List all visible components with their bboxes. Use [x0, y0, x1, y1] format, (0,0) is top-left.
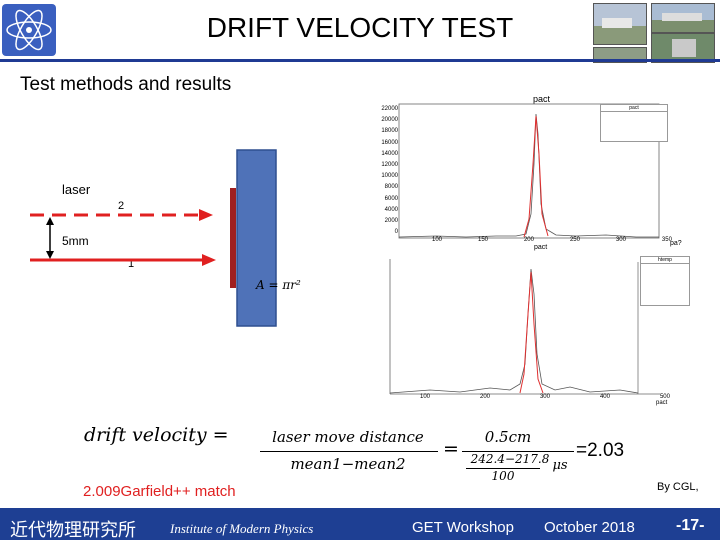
slide-title: DRIFT VELOCITY TEST	[206, 12, 514, 43]
campus-photo-1	[593, 3, 647, 45]
detector-block	[236, 149, 277, 327]
footer-workshop: GET Workshop	[412, 519, 514, 536]
top-hist-stat-box: pact	[600, 104, 668, 142]
detector-edge	[230, 188, 236, 288]
campus-photo-4	[651, 33, 715, 63]
laser-label: laser	[62, 182, 91, 197]
beam-1-label: 1	[128, 258, 135, 270]
formula-fraction-line-1	[260, 451, 438, 452]
author-credit: By CGL,	[657, 481, 699, 493]
garfield-note: 2.009Garfield++ match	[83, 483, 236, 500]
bottom-histogram: 100 200 300 400 500 pact htemp	[370, 254, 690, 409]
footer-institute-cn: 近代物理研究所	[10, 520, 136, 541]
top-hist-xlabel: pact	[534, 244, 548, 251]
laser-diagram	[30, 149, 277, 327]
distance-label: 5mm	[62, 234, 89, 248]
top-hist-y-ticks: 22000 20000 18000 16000 14000 12000 10000 8000 6…	[381, 106, 398, 236]
formula-numerator-2: 0.5cm	[484, 428, 532, 446]
top-hist-title: pact	[533, 94, 551, 104]
distance-arrowhead-top	[46, 217, 54, 225]
bottom-hist-x-ticks: 100 200 300 400 500	[420, 394, 670, 400]
formula-numerator-1: laser move distance	[272, 428, 424, 446]
distance-arrowhead-bottom	[46, 251, 54, 259]
area-formula: A = πr²	[256, 278, 301, 292]
formula-fraction-line-3	[466, 468, 540, 469]
footer-date: October 2018	[544, 519, 635, 536]
title-divider	[0, 59, 720, 62]
formula-den2-denominator: 100	[491, 469, 515, 483]
formula-result: =2.03	[576, 440, 625, 461]
beam-1-arrowhead	[202, 254, 216, 266]
footer-bar	[0, 508, 720, 540]
beam-2-label: 2	[118, 200, 125, 212]
footer-institute-en: Institute of Modern Physics	[170, 521, 314, 536]
drift-velocity-lhs: drift velocity =	[84, 424, 229, 446]
formula-denominator-1: mean1−mean2	[290, 455, 406, 473]
formula-den2-numerator: 242.4−217.8	[470, 452, 550, 466]
top-hist-xlabel-right: pa?	[670, 240, 682, 247]
top-hist-x-ticks: 100 150 200 250 300 350	[432, 237, 672, 243]
footer-page-number: -17-	[676, 517, 705, 534]
formula-fraction-line-2	[462, 451, 574, 452]
formula-equals-2: =	[443, 438, 459, 460]
slide-subtitle: Test methods and results	[20, 74, 232, 95]
top-histogram: pact pact pa? 22000 20000 18000 16000 14000 1…	[376, 94, 688, 252]
beam-2-arrowhead	[199, 209, 213, 221]
bottom-hist-stat-box: htemp	[640, 256, 690, 306]
bottom-hist-xlabel: pact	[656, 400, 668, 406]
institute-logo	[2, 4, 56, 56]
campus-photo-2	[651, 3, 715, 33]
formula-unit: μs	[552, 458, 568, 473]
